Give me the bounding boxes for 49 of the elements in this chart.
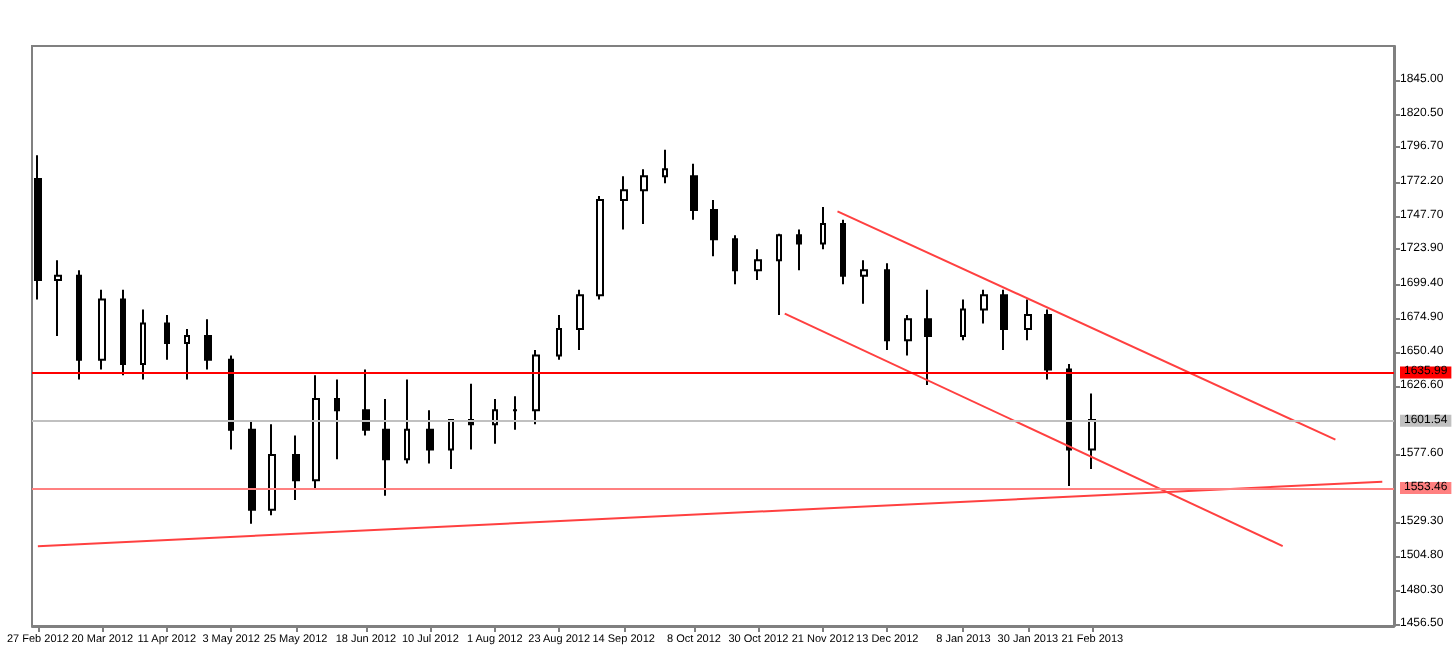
candlestick bbox=[776, 232, 782, 316]
candlestick bbox=[228, 354, 234, 451]
candlestick bbox=[76, 269, 82, 381]
candlestick bbox=[1066, 363, 1072, 487]
candlestick bbox=[662, 148, 668, 185]
candlestick bbox=[796, 228, 802, 272]
candlestick bbox=[54, 259, 62, 337]
candlestick bbox=[556, 313, 562, 361]
candlestick bbox=[448, 419, 454, 471]
candlestick bbox=[884, 262, 890, 352]
candlestick bbox=[820, 206, 826, 251]
candlestick bbox=[468, 382, 474, 451]
candlestick bbox=[640, 168, 648, 225]
candlestick bbox=[98, 288, 106, 371]
candlestick bbox=[512, 395, 518, 431]
candlestick bbox=[1088, 392, 1096, 471]
candlestick bbox=[184, 328, 190, 381]
candlestick bbox=[268, 423, 276, 517]
candlestick bbox=[248, 419, 256, 525]
candlestick bbox=[312, 374, 320, 492]
candlestick bbox=[404, 378, 410, 465]
candlestick bbox=[596, 194, 604, 301]
candlestick bbox=[204, 318, 212, 371]
candlestick bbox=[960, 298, 966, 342]
candlestick bbox=[904, 313, 912, 357]
candlestick bbox=[532, 349, 540, 426]
candlestick bbox=[292, 434, 300, 501]
candlestick bbox=[754, 248, 762, 281]
candlestick bbox=[140, 308, 146, 381]
candlestick bbox=[164, 313, 170, 361]
candlestick bbox=[382, 398, 390, 497]
candlestick bbox=[120, 288, 126, 377]
candlestick bbox=[1024, 298, 1032, 342]
candlestick bbox=[34, 154, 42, 301]
candlestick bbox=[710, 199, 718, 258]
candlestick bbox=[620, 175, 628, 231]
candlestick bbox=[426, 409, 434, 465]
candlestick bbox=[840, 218, 846, 286]
candlestick bbox=[980, 288, 988, 325]
candlestick bbox=[732, 234, 738, 286]
candlestick bbox=[1044, 308, 1052, 381]
candlestick bbox=[860, 259, 868, 305]
candlestick bbox=[690, 162, 698, 221]
candlestick bbox=[492, 398, 498, 445]
candlestick bbox=[576, 288, 584, 352]
candlestick bbox=[1000, 288, 1008, 352]
candlestick bbox=[362, 368, 370, 437]
candlestick bbox=[924, 288, 932, 387]
candlestick bbox=[334, 378, 340, 461]
